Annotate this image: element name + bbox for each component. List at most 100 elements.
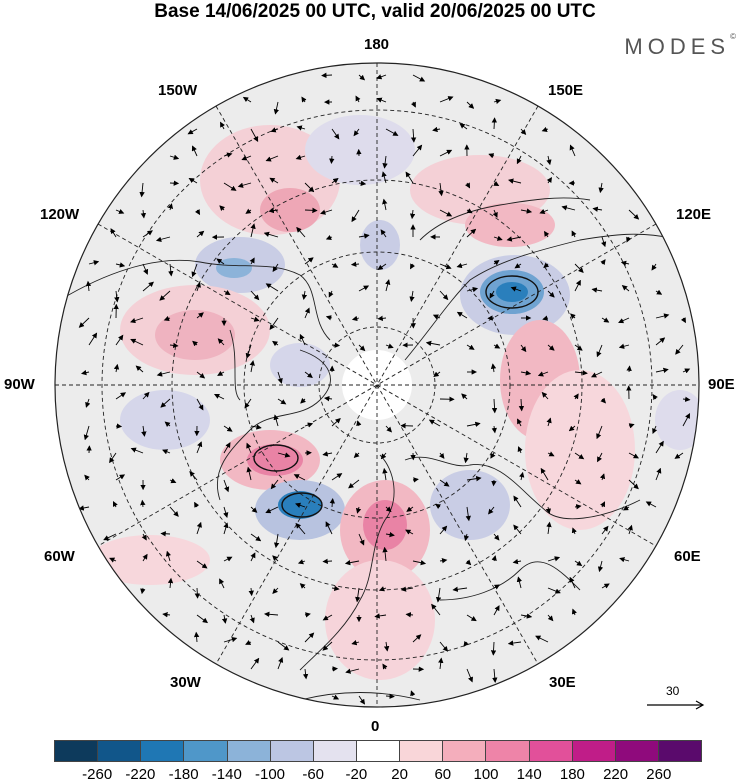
colorbar-cell bbox=[313, 741, 357, 761]
wind-vector-arrow bbox=[250, 316, 260, 322]
wind-vector-arrow bbox=[438, 182, 444, 197]
wind-vector-arrow bbox=[160, 398, 171, 408]
wind-vector-arrow bbox=[245, 344, 252, 359]
wind-vector-arrow bbox=[508, 178, 522, 184]
wind-vector-arrow bbox=[382, 155, 388, 169]
wind-vector-arrow bbox=[466, 614, 477, 622]
wind-vector-arrow bbox=[377, 263, 387, 271]
wind-vector-arrow bbox=[295, 522, 306, 535]
wind-vector-arrow bbox=[618, 343, 630, 349]
wind-vector-arrow bbox=[140, 209, 147, 219]
wind-vector-arrow bbox=[358, 180, 367, 186]
colorbar-cell bbox=[400, 741, 444, 761]
colorbar-tick-label: 60 bbox=[434, 766, 452, 783]
wind-vector-arrow bbox=[513, 495, 522, 508]
wind-vector-arrow bbox=[409, 290, 415, 302]
wind-vector-arrow bbox=[189, 471, 198, 481]
wind-vector-arrow bbox=[141, 533, 147, 541]
wind-vector-arrow bbox=[160, 531, 171, 537]
wind-vector-arrow bbox=[304, 422, 314, 428]
wind-vector-arrow bbox=[162, 449, 171, 455]
wind-vector-arrow bbox=[219, 205, 225, 211]
wind-vector-arrow bbox=[541, 126, 549, 132]
wind-vector-arrow bbox=[410, 263, 416, 270]
wind-vector-arrow bbox=[344, 560, 360, 566]
colorbar-cell bbox=[227, 741, 271, 761]
colorbar-cell bbox=[658, 741, 702, 761]
wind-vector-arrow bbox=[601, 583, 610, 589]
wind-vector-arrow bbox=[547, 556, 561, 562]
wind-vector-arrow bbox=[223, 522, 229, 535]
wind-vector-arrow bbox=[83, 425, 90, 441]
colorbar-cell bbox=[443, 741, 487, 761]
wind-vector-arrow bbox=[299, 333, 306, 346]
wind-vector-arrow bbox=[599, 473, 606, 481]
wind-vector-arrow bbox=[142, 391, 150, 400]
wind-vector-arrow bbox=[277, 656, 284, 670]
wind-vector-arrow bbox=[432, 314, 441, 320]
wind-vector-arrow bbox=[277, 398, 287, 405]
wind-vector-arrow bbox=[463, 533, 470, 542]
colorbar-cell bbox=[55, 741, 99, 761]
wind-vector-arrow bbox=[302, 668, 309, 680]
wind-vector-arrow bbox=[466, 286, 479, 293]
wind-vector-arrow bbox=[514, 263, 522, 269]
wind-vector-arrow bbox=[463, 640, 469, 647]
wind-vector-arrow bbox=[277, 452, 291, 458]
wind-vector-arrow bbox=[570, 313, 576, 320]
wind-vector-arrow bbox=[358, 533, 365, 546]
wind-vector-arrow bbox=[250, 506, 258, 513]
wind-vector-arrow bbox=[331, 342, 341, 348]
wind-vector-arrow bbox=[250, 552, 256, 562]
wind-vector-arrow bbox=[304, 307, 310, 319]
wind-vector-arrow bbox=[85, 398, 91, 408]
wind-vector-arrow bbox=[355, 506, 362, 514]
wind-vector-arrow bbox=[217, 338, 225, 346]
wind-vector-arrow bbox=[293, 474, 306, 481]
colorbar-cell bbox=[529, 741, 573, 761]
wind-vector-arrow bbox=[493, 235, 503, 241]
map-border bbox=[54, 62, 700, 708]
colorbar-tick-label: -260 bbox=[82, 766, 113, 783]
wind-vector-arrow bbox=[299, 583, 306, 589]
wind-vector-arrow bbox=[250, 424, 262, 430]
wind-vector-arrow bbox=[651, 263, 657, 271]
wind-vector-arrow bbox=[103, 533, 117, 541]
wind-vector-arrow bbox=[600, 259, 606, 266]
wind-vector-arrow bbox=[601, 317, 610, 323]
wind-vector-arrow bbox=[619, 557, 630, 563]
wind-vector-arrow bbox=[385, 279, 391, 292]
wind-vector-arrow bbox=[412, 144, 423, 157]
wind-vector-arrow bbox=[325, 521, 333, 535]
wind-vector-arrow bbox=[412, 634, 422, 643]
wind-vector-arrow bbox=[374, 613, 387, 619]
wind-vector-arrow bbox=[655, 440, 664, 454]
wind-vector-arrow bbox=[439, 558, 448, 564]
wind-vector-arrow bbox=[628, 452, 639, 459]
wind-vector-arrow bbox=[561, 205, 576, 211]
wind-vector-arrow bbox=[438, 657, 444, 670]
wind-vector-arrow bbox=[192, 340, 198, 347]
wind-vector-arrow bbox=[329, 155, 335, 164]
wind-vector-arrow bbox=[331, 417, 341, 427]
wind-vector-arrow bbox=[88, 260, 100, 266]
wind-vector-arrow bbox=[324, 395, 333, 402]
wind-vector-arrow bbox=[273, 533, 280, 549]
wind-vector-arrow bbox=[439, 479, 450, 487]
wind-vector-arrow bbox=[591, 287, 603, 293]
wind-vector-arrow bbox=[574, 560, 583, 567]
wind-vector-arrow bbox=[542, 315, 549, 321]
wind-vector-arrow bbox=[544, 230, 550, 238]
wind-vector-arrow bbox=[196, 398, 204, 411]
wind-vector-arrow bbox=[142, 281, 154, 292]
wind-vector-arrow bbox=[115, 392, 127, 400]
wind-vector-arrow bbox=[574, 344, 583, 351]
wind-vector-arrow bbox=[590, 371, 603, 378]
wind-vector-arrow bbox=[130, 338, 144, 346]
colorbar-tick-label: -140 bbox=[211, 766, 242, 783]
colorbar-tick-label: -180 bbox=[168, 766, 199, 783]
wind-vector-arrow bbox=[492, 668, 498, 683]
vector-scale-arrow-icon bbox=[647, 700, 705, 710]
wind-vector-arrow bbox=[574, 452, 585, 460]
